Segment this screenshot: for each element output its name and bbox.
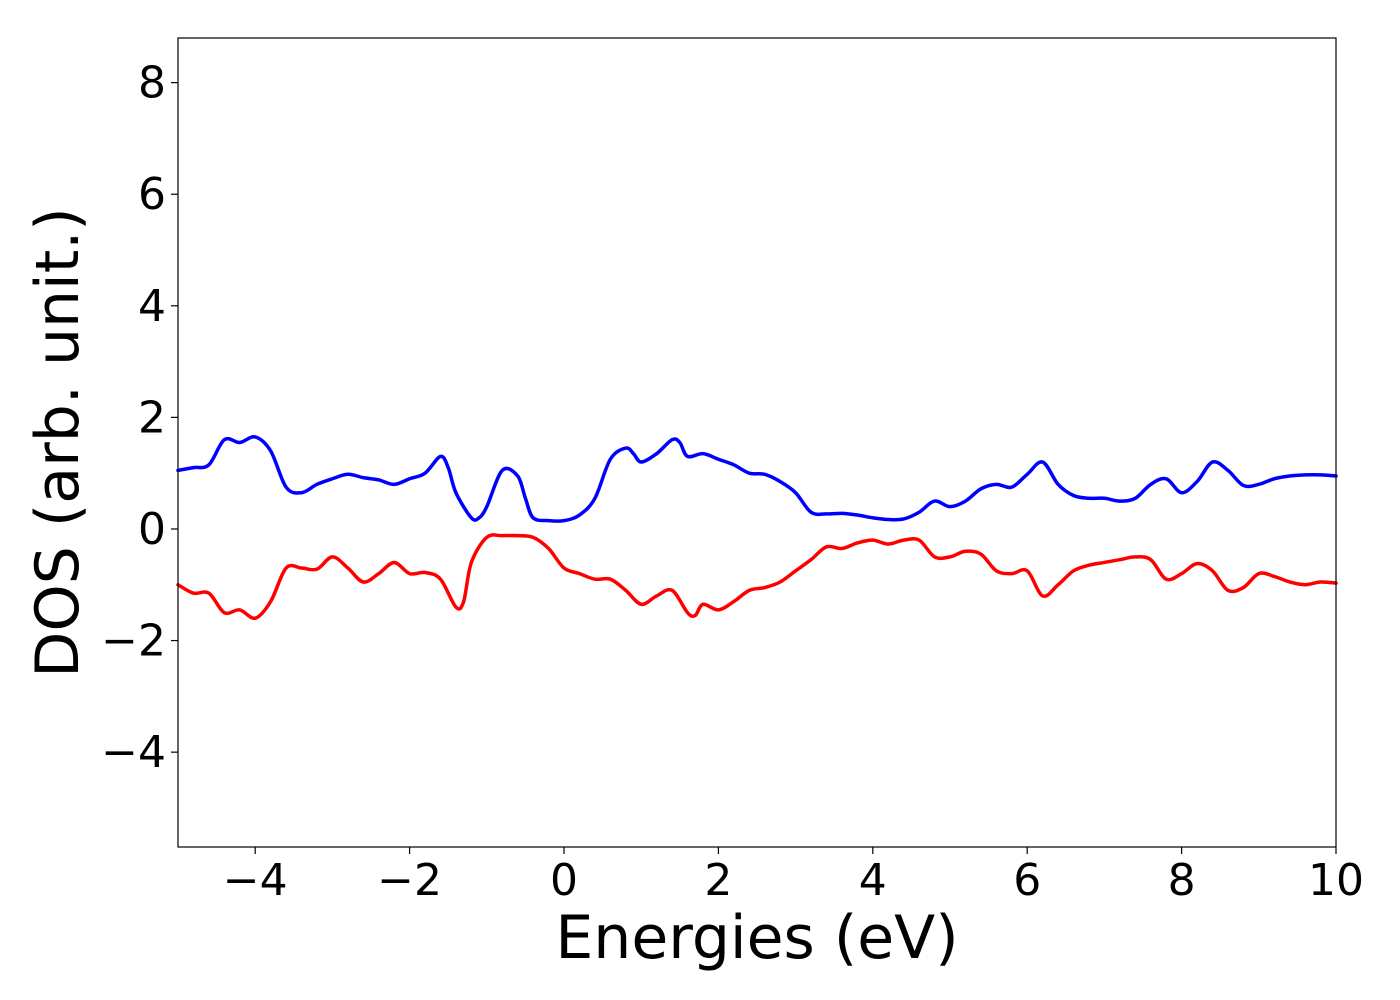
series-line-2 (176, 533, 1338, 621)
y-tick-label: 4 (138, 281, 166, 332)
series-line-1 (176, 434, 1338, 523)
y-tick-label: 0 (138, 504, 166, 555)
y-tick-label: −2 (101, 616, 166, 667)
x-tick-label: 8 (1168, 855, 1196, 906)
x-tick-label: −2 (377, 855, 442, 906)
x-axis-title: Energies (eV) (555, 903, 958, 973)
x-tick-label: 10 (1308, 855, 1364, 906)
x-axis-ticks: −4 −2 0 2 4 6 8 10 (223, 847, 1364, 906)
y-tick-label: 8 (138, 58, 166, 109)
y-axis-ticks: −4 −2 0 2 4 6 8 (101, 58, 178, 778)
x-tick-label: 4 (859, 855, 887, 906)
plot-frame (177, 37, 1337, 848)
series-layer (176, 434, 1338, 621)
x-tick-label: 6 (1013, 855, 1041, 906)
y-tick-label: 6 (138, 169, 166, 220)
x-tick-label: 0 (550, 855, 578, 906)
x-tick-label: 2 (704, 855, 732, 906)
x-tick-label: −4 (223, 855, 288, 906)
y-tick-label: −4 (101, 727, 166, 778)
y-tick-label: 2 (138, 392, 166, 443)
y-axis-title: DOS (arb. unit.) (23, 207, 93, 677)
axes-layer (177, 37, 1337, 848)
